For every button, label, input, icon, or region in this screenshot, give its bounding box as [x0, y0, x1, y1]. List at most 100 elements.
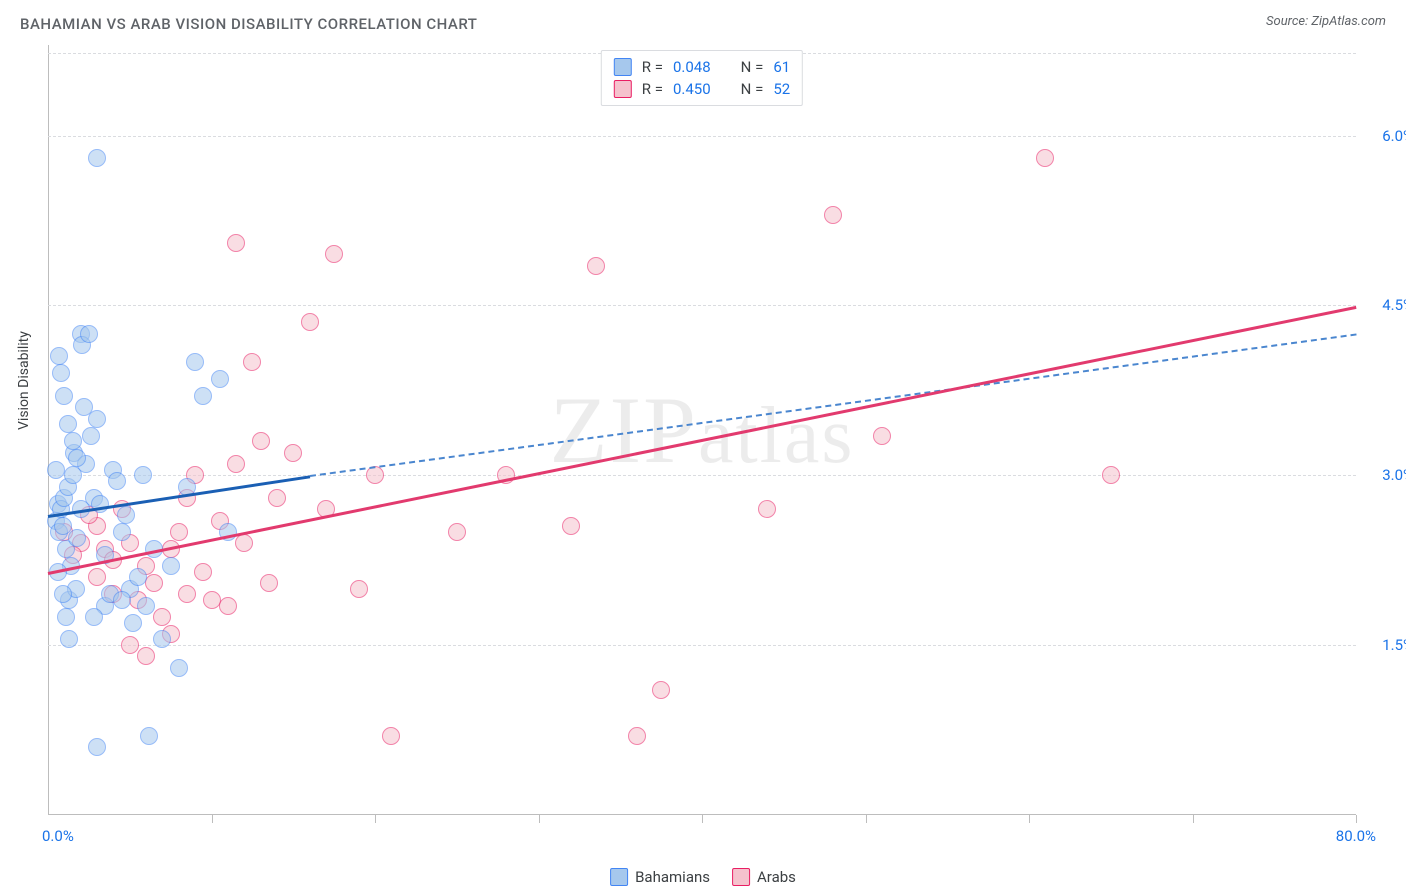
- data-point: [235, 534, 253, 552]
- legend-label: Arabs: [757, 868, 796, 886]
- data-point: [243, 353, 261, 371]
- legend-swatch: [614, 80, 632, 98]
- y-tick-label: 4.5%: [1364, 296, 1406, 314]
- data-point: [85, 608, 103, 626]
- data-point: [448, 523, 466, 541]
- gridline: [48, 645, 1356, 646]
- data-point: [64, 432, 82, 450]
- data-point: [873, 427, 891, 445]
- x-tick: [702, 815, 703, 823]
- data-point: [82, 427, 100, 445]
- data-point: [68, 529, 86, 547]
- legend-stats-box: R =0.048N =61R =0.450N =52: [601, 50, 803, 106]
- data-point: [186, 353, 204, 371]
- data-point: [68, 449, 86, 467]
- gridline: [48, 136, 1356, 137]
- data-point: [153, 630, 171, 648]
- data-point: [52, 364, 70, 382]
- trend-line: [309, 334, 1356, 478]
- data-point: [140, 727, 158, 745]
- data-point: [121, 636, 139, 654]
- data-point: [260, 574, 278, 592]
- legend-item: Bahamians: [610, 868, 710, 886]
- x-tick: [375, 815, 376, 823]
- scatter-plot: ZIPatlas 0.0% 80.0% R =0.048N =61R =0.45…: [48, 45, 1356, 815]
- data-point: [1102, 466, 1120, 484]
- data-point: [162, 557, 180, 575]
- legend-series: Bahamians Arabs: [610, 868, 796, 886]
- data-point: [108, 472, 126, 490]
- data-point: [587, 257, 605, 275]
- data-point: [170, 659, 188, 677]
- data-point: [562, 517, 580, 535]
- y-tick-label: 3.0%: [1364, 466, 1406, 484]
- legend-r-value: 0.048: [673, 56, 711, 78]
- x-tick: [539, 815, 540, 823]
- data-point: [113, 591, 131, 609]
- data-point: [824, 206, 842, 224]
- data-point: [758, 500, 776, 518]
- data-point: [284, 444, 302, 462]
- data-point: [194, 387, 212, 405]
- data-point: [350, 580, 368, 598]
- x-tick: [1356, 815, 1357, 823]
- data-point: [47, 461, 65, 479]
- data-point: [88, 738, 106, 756]
- data-point: [219, 597, 237, 615]
- legend-stats-row: R =0.450N =52: [614, 78, 790, 100]
- data-point: [227, 234, 245, 252]
- source-label: Source: ZipAtlas.com: [1266, 14, 1386, 29]
- data-point: [170, 523, 188, 541]
- data-point: [129, 568, 147, 586]
- x-tick: [1193, 815, 1194, 823]
- y-tick-label: 6.0%: [1364, 127, 1406, 145]
- data-point: [57, 608, 75, 626]
- legend-n-value: 61: [773, 56, 790, 78]
- data-point: [88, 568, 106, 586]
- data-point: [88, 149, 106, 167]
- data-point: [59, 415, 77, 433]
- chart-header: BAHAMIAN VS ARAB VISION DISABILITY CORRE…: [20, 14, 1386, 38]
- legend-swatch: [614, 58, 632, 76]
- x-max-label: 80.0%: [1336, 827, 1376, 845]
- watermark: ZIPatlas: [549, 375, 854, 485]
- y-axis-line: [48, 45, 49, 815]
- data-point: [80, 325, 98, 343]
- data-point: [137, 597, 155, 615]
- legend-swatch: [732, 868, 750, 886]
- legend-item: Arabs: [732, 868, 796, 886]
- data-point: [113, 523, 131, 541]
- gridline: [48, 305, 1356, 306]
- legend-n-value: 52: [773, 78, 790, 100]
- data-point: [88, 410, 106, 428]
- data-point: [137, 647, 155, 665]
- data-point: [55, 387, 73, 405]
- data-point: [54, 585, 72, 603]
- data-point: [301, 313, 319, 331]
- data-point: [178, 585, 196, 603]
- data-point: [268, 489, 286, 507]
- data-point: [227, 455, 245, 473]
- chart-title: BAHAMIAN VS ARAB VISION DISABILITY CORRE…: [20, 15, 477, 33]
- data-point: [211, 370, 229, 388]
- x-tick: [866, 815, 867, 823]
- x-tick: [212, 815, 213, 823]
- gridline: [48, 475, 1356, 476]
- legend-swatch: [610, 868, 628, 886]
- data-point: [1036, 149, 1054, 167]
- data-point: [117, 506, 135, 524]
- data-point: [50, 347, 68, 365]
- legend-label: Bahamians: [635, 868, 710, 886]
- y-tick-label: 1.5%: [1364, 636, 1406, 654]
- y-axis-title: Vision Disability: [16, 331, 32, 430]
- data-point: [382, 727, 400, 745]
- legend-stats-row: R =0.048N =61: [614, 56, 790, 78]
- data-point: [252, 432, 270, 450]
- legend-r-label: R =: [642, 56, 663, 78]
- data-point: [60, 630, 78, 648]
- data-point: [325, 245, 343, 263]
- x-tick: [1029, 815, 1030, 823]
- legend-r-label: R =: [642, 78, 663, 100]
- data-point: [194, 563, 212, 581]
- data-point: [652, 681, 670, 699]
